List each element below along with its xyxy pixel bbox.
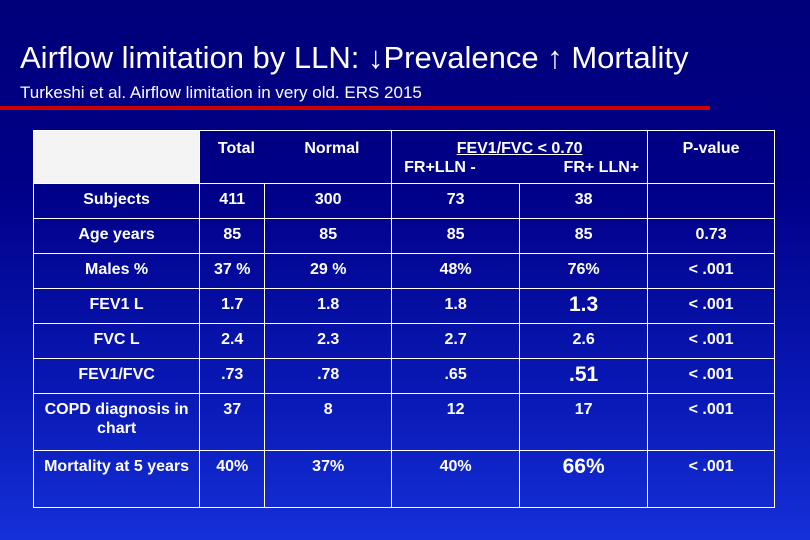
cell-normal: 2.3 <box>264 323 393 359</box>
cell-normal: 300 <box>264 183 393 219</box>
cell-pvalue: < .001 <box>647 358 775 394</box>
cell-fr-lln-plus: 76% <box>519 253 649 289</box>
slide-title: Airflow limitation by LLN: ↓Prevalence ↑… <box>20 40 689 75</box>
cell-total: 37 % <box>199 253 266 289</box>
row-label: FEV1 L <box>32 288 201 324</box>
cell-fr-lln-minus: 85 <box>391 218 521 254</box>
cell-total: 1.7 <box>199 288 266 324</box>
cell-fr-lln-minus: 12 <box>391 393 521 451</box>
cell-total: .73 <box>199 358 266 394</box>
cell-fr-lln-plus: 85 <box>519 218 649 254</box>
table-row: Males % 37 % 29 % 48% 76% < .001 <box>32 253 775 289</box>
cell-fr-lln-plus: 66% <box>519 450 649 508</box>
cell-total: 40% <box>199 450 266 508</box>
header-corner-cell <box>32 130 201 184</box>
cell-total: 2.4 <box>199 323 266 359</box>
cell-fr-lln-minus: 40% <box>391 450 521 508</box>
header-fev-group: FEV1/FVC < 0.70 FR+LLN - FR+ LLN+ <box>391 130 649 184</box>
cell-pvalue: < .001 <box>647 253 775 289</box>
table-row: COPD diagnosis in chart 37 8 12 17 < .001 <box>32 393 775 451</box>
row-label: COPD diagnosis in chart <box>32 393 201 451</box>
table-row: Mortality at 5 years 40% 37% 40% 66% < .001 <box>32 450 775 508</box>
cell-fr-lln-minus: 2.7 <box>391 323 521 359</box>
table-row: Age years 85 85 85 85 0.73 <box>32 218 775 254</box>
cell-normal: 8 <box>264 393 393 451</box>
cell-pvalue: < .001 <box>647 450 775 508</box>
table-row: FVC L 2.4 2.3 2.7 2.6 < .001 <box>32 323 775 359</box>
header-pvalue: P-value <box>647 130 775 184</box>
cell-fr-lln-minus: .65 <box>391 358 521 394</box>
cell-fr-lln-plus: 1.3 <box>519 288 649 324</box>
header-fev-plus: FR+ LLN+ <box>563 159 640 176</box>
cell-normal: 85 <box>264 218 393 254</box>
cell-pvalue: < .001 <box>647 393 775 451</box>
header-fev-minus: FR+LLN - <box>404 159 476 176</box>
header-normal: Normal <box>304 140 360 157</box>
cell-total: 411 <box>199 183 266 219</box>
cell-pvalue: < .001 <box>647 288 775 324</box>
table-row: Subjects 411 300 73 38 <box>32 183 775 219</box>
cell-fr-lln-plus: 38 <box>519 183 649 219</box>
row-label: Subjects <box>32 183 201 219</box>
header-total: Total <box>217 140 255 157</box>
table-header-row: Total Normal FEV1/FVC < 0.70 FR+LLN - FR… <box>32 130 775 184</box>
cell-pvalue <box>647 183 775 219</box>
cell-fr-lln-plus: .51 <box>519 358 649 394</box>
row-label: Males % <box>32 253 201 289</box>
cell-fr-lln-minus: 73 <box>391 183 521 219</box>
cell-fr-lln-minus: 48% <box>391 253 521 289</box>
table-row: FEV1/FVC .73.78.65.51 < .001 <box>32 358 775 394</box>
results-table: Total Normal FEV1/FVC < 0.70 FR+LLN - FR… <box>32 130 775 508</box>
title-divider <box>0 106 710 110</box>
cell-normal: .78 <box>264 358 393 394</box>
row-label: FEV1/FVC <box>32 358 201 394</box>
row-label: Mortality at 5 years <box>32 450 201 508</box>
cell-total: 37 <box>199 393 266 451</box>
cell-fr-lln-minus: 1.8 <box>391 288 521 324</box>
header-total-normal: Total Normal <box>199 130 393 184</box>
slide-subtitle: Turkeshi et al. Airflow limitation in ve… <box>20 83 422 102</box>
table-row: FEV1 L 1.7 1.8 1.8 1.3 < .001 <box>32 288 775 324</box>
row-label: Age years <box>32 218 201 254</box>
cell-total: 85 <box>199 218 266 254</box>
cell-normal: 29 % <box>264 253 393 289</box>
header-fev-ratio: FEV1/FVC < 0.70 <box>456 140 583 157</box>
cell-pvalue: < .001 <box>647 323 775 359</box>
row-label: FVC L <box>32 323 201 359</box>
cell-pvalue: 0.73 <box>647 218 775 254</box>
cell-normal: 37% <box>264 450 393 508</box>
cell-fr-lln-plus: 2.6 <box>519 323 649 359</box>
cell-fr-lln-plus: 17 <box>519 393 649 451</box>
cell-normal: 1.8 <box>264 288 393 324</box>
